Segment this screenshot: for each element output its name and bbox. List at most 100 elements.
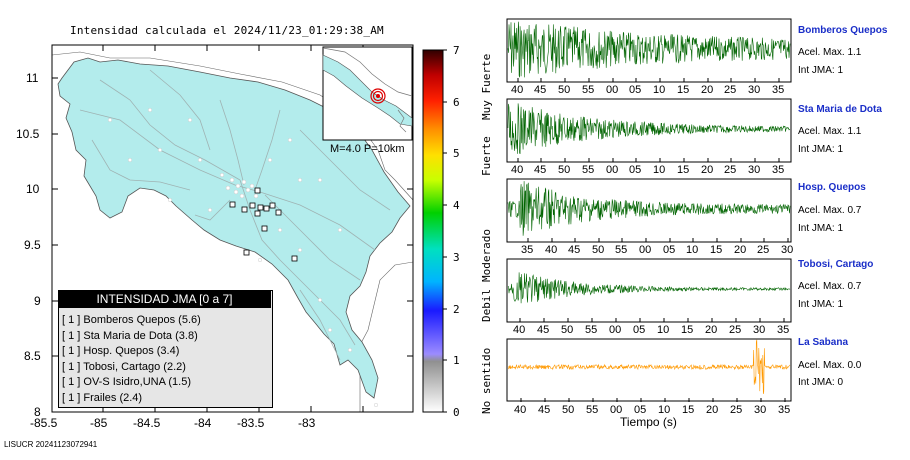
location-inset xyxy=(322,46,413,141)
station-acel: Acel. Max. 0.7 xyxy=(798,205,862,216)
seismogram-trace xyxy=(507,21,791,78)
time-tick-label: 20 xyxy=(734,244,747,256)
station-acel: Acel. Max. 0.0 xyxy=(798,360,862,371)
colorbar-tick: 0 xyxy=(453,406,460,419)
legend-item: [ 1 ] Sta Maria de Dota (3.8) xyxy=(62,329,198,342)
time-tick-label: 35 xyxy=(772,164,785,176)
time-tick-label: 15 xyxy=(681,324,694,336)
lat-tick-label: 8.5 xyxy=(24,349,41,363)
time-tick-label: 00 xyxy=(606,164,619,176)
time-tick-label: 00 xyxy=(609,324,622,336)
page-title: Intensidad calculada el 2024/11/23_01:29… xyxy=(70,24,384,37)
time-tick-label: 45 xyxy=(534,164,547,176)
time-tick-label: 55 xyxy=(615,244,628,256)
colorbar-tick: 6 xyxy=(453,96,460,109)
colorbar-category: Debil xyxy=(480,288,493,322)
time-tick-label: 40 xyxy=(545,244,558,256)
time-tick-label: 20 xyxy=(706,404,719,416)
time-tick-label: 25 xyxy=(724,84,737,96)
colorbar-tick: 5 xyxy=(453,147,460,160)
seismogram-trace xyxy=(507,103,791,154)
colorbar-tick: 2 xyxy=(453,303,460,316)
colorbar-tick: 3 xyxy=(453,251,460,264)
time-tick-label: 25 xyxy=(757,244,770,256)
time-tick-label: 25 xyxy=(729,324,742,336)
lat-tick-label: 9.5 xyxy=(24,238,41,252)
legend-item: [ 1 ] Hosp. Quepos (3.4) xyxy=(62,345,180,357)
station-name: Tobosi, Cartago xyxy=(798,259,874,270)
time-tick-label: 50 xyxy=(592,244,605,256)
legend-item: [ 1 ] Frailes (2.4) xyxy=(62,391,143,404)
time-tick-label: 15 xyxy=(682,404,695,416)
station-name: La Sabana xyxy=(798,337,849,348)
time-tick-label: 35 xyxy=(772,84,785,96)
time-tick-label: 15 xyxy=(710,244,723,256)
time-tick-label: 50 xyxy=(558,164,571,176)
colorbar-category: Moderado xyxy=(480,229,493,282)
time-tick-label: 20 xyxy=(701,84,714,96)
station-jma: Int JMA: 1 xyxy=(798,223,844,234)
station-jma: Int JMA: 1 xyxy=(798,65,844,76)
time-tick-label: 05 xyxy=(634,404,647,416)
seismogram-trace xyxy=(507,339,791,395)
footer-id: LISUCR 20241123072941 xyxy=(4,440,98,449)
time-tick-label: 50 xyxy=(558,84,571,96)
station-acel: Acel. Max. 1.1 xyxy=(798,47,862,58)
time-tick-label: 55 xyxy=(582,164,595,176)
time-tick-label: 10 xyxy=(653,164,666,176)
colorbar-tick: 4 xyxy=(453,199,460,212)
colorbar-category: Fuerte xyxy=(480,136,493,176)
legend-title: INTENSIDAD JMA [0 a 7] xyxy=(58,290,271,308)
lat-tick-label: 11 xyxy=(26,71,39,85)
lon-tick-label: -85.5 xyxy=(30,416,58,430)
colorbar-category: No sentido xyxy=(480,347,493,414)
station-jma: Int JMA: 1 xyxy=(798,299,844,310)
time-tick-label: 30 xyxy=(781,244,794,256)
station-acel: Acel. Max. 1.1 xyxy=(798,126,862,137)
colorbar-category: Muy Fuerte xyxy=(480,53,493,120)
time-tick-label: 55 xyxy=(582,84,595,96)
time-tick-label: 10 xyxy=(686,244,699,256)
time-tick-label: 05 xyxy=(633,324,646,336)
station-name: Sta Maria de Dota xyxy=(798,104,882,115)
time-tick-label: 00 xyxy=(639,244,652,256)
time-tick-label: 45 xyxy=(568,244,581,256)
time-tick-label: 30 xyxy=(753,324,766,336)
time-tick-label: 05 xyxy=(629,84,642,96)
time-tick-label: 10 xyxy=(653,84,666,96)
lat-tick-label: 10.5 xyxy=(16,127,40,141)
station-acel: Acel. Max. 0.7 xyxy=(798,281,862,292)
station-jma: Int JMA: 0 xyxy=(798,377,844,388)
x-axis-label: Tiempo (s) xyxy=(620,415,677,429)
colorbar-tick: 7 xyxy=(453,44,460,57)
lon-tick-label: -85 xyxy=(90,416,108,430)
time-tick-label: 00 xyxy=(610,404,623,416)
time-tick-label: 40 xyxy=(513,324,526,336)
lat-tick-label: 9 xyxy=(34,294,41,308)
lon-tick-label: -84.5 xyxy=(133,416,161,430)
lon-tick-label: -84 xyxy=(194,416,212,430)
seismogram-trace xyxy=(507,181,791,236)
time-tick-label: 20 xyxy=(705,324,718,336)
inset-label: M=4.0 P=10km xyxy=(330,143,405,155)
time-tick-label: 40 xyxy=(514,404,527,416)
costa-rica-land xyxy=(57,57,411,399)
legend-item: [ 1 ] OV-S Isidro,UNA (1.5) xyxy=(62,376,191,388)
time-tick-label: 20 xyxy=(701,164,714,176)
time-tick-label: 35 xyxy=(521,244,534,256)
time-tick-label: 35 xyxy=(778,404,791,416)
time-tick-label: 15 xyxy=(677,164,690,176)
time-tick-label: 30 xyxy=(754,404,767,416)
legend-item: [ 1 ] Bomberos Quepos (5.6) xyxy=(62,314,201,326)
lat-tick-label: 10 xyxy=(26,182,40,196)
station-name: Bomberos Quepos xyxy=(798,25,888,36)
legend-item: [ 1 ] Tobosi, Cartago (2.2) xyxy=(62,360,186,373)
time-tick-label: 40 xyxy=(511,84,524,96)
time-tick-label: 45 xyxy=(537,324,550,336)
lon-tick-label: -83 xyxy=(298,416,316,430)
seismogram-trace xyxy=(507,272,791,304)
time-tick-label: 15 xyxy=(677,84,690,96)
time-tick-label: 55 xyxy=(585,324,598,336)
time-tick-label: 10 xyxy=(657,324,670,336)
